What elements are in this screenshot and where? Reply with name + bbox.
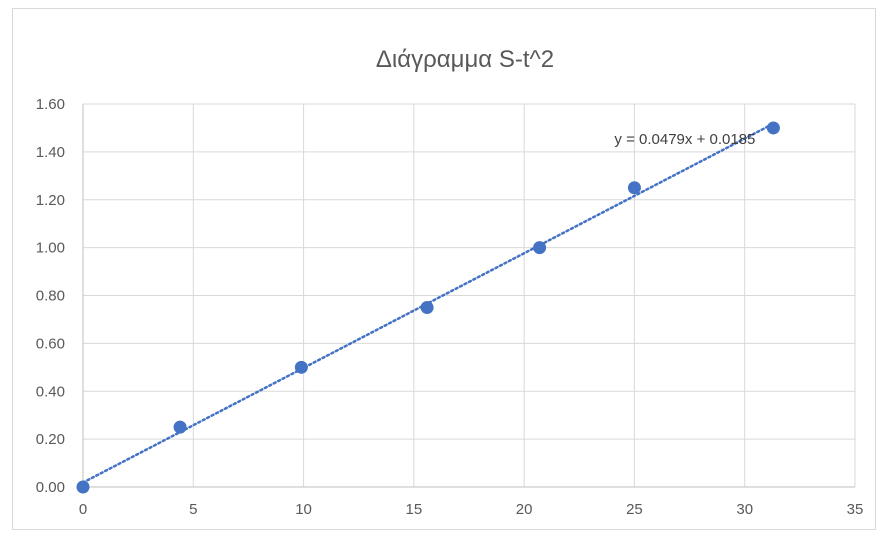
x-tick-label: 0 — [79, 501, 87, 518]
data-points — [76, 121, 780, 494]
chart-title: Διάγραμμα S-t^2 — [376, 46, 554, 73]
x-tick-label: 10 — [295, 501, 312, 518]
y-tick-label: 1.60 — [36, 96, 65, 113]
data-point — [766, 121, 780, 135]
chart-area: Διάγραμμα S-t^2 0.00 0.20 0.40 0.60 0.80 1.00… — [12, 8, 876, 530]
x-tick-label: 15 — [406, 501, 423, 518]
trendline-equation: y = 0.0479x + 0.0185 — [614, 131, 755, 148]
y-tick-label: 1.40 — [36, 144, 65, 161]
y-tick-label: 1.20 — [36, 192, 65, 209]
data-point — [76, 480, 90, 494]
y-tick-label: 0.60 — [36, 335, 65, 352]
y-tick-label: 0.00 — [36, 479, 65, 496]
data-point — [173, 420, 187, 434]
axes: 0.00 0.20 0.40 0.60 0.80 1.00 1.20 1.40 1.60 0 5 10… — [36, 96, 864, 518]
gridlines — [83, 103, 856, 487]
data-point — [627, 181, 641, 195]
x-tick-label: 5 — [189, 501, 197, 518]
data-point — [294, 360, 308, 374]
x-tick-label: 35 — [847, 501, 864, 518]
data-point — [533, 241, 547, 255]
scatter-chart: Διάγραμμα S-t^2 0.00 0.20 0.40 0.60 0.80 1.00… — [36, 46, 864, 518]
y-tick-label: 0.80 — [36, 288, 65, 305]
y-tick-label: 0.20 — [36, 431, 65, 448]
x-tick-label: 30 — [736, 501, 753, 518]
x-tick-label: 25 — [626, 501, 643, 518]
y-tick-label: 1.00 — [36, 240, 65, 257]
x-tick-label: 20 — [516, 501, 533, 518]
y-tick-label: 0.40 — [36, 383, 65, 400]
data-point — [420, 300, 434, 314]
